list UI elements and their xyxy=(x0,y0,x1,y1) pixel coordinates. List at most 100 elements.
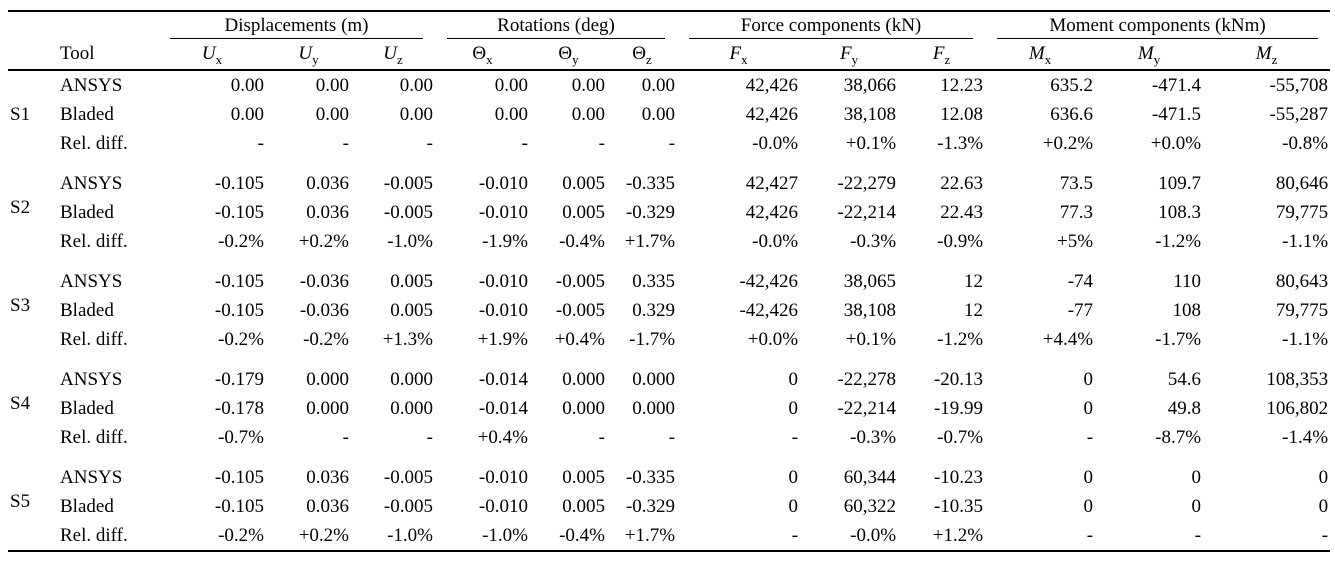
value-cell: +0.2% xyxy=(298,525,349,546)
value-cell: 42,426 xyxy=(745,75,799,96)
value-cell: 42,426 xyxy=(745,104,799,125)
column-symbol: M xyxy=(1255,43,1272,64)
value-cell: -0.105 xyxy=(214,467,264,488)
value-cell: -0.8% xyxy=(1282,133,1329,154)
column-symbol: U xyxy=(383,43,397,64)
tool-cell: Bladed xyxy=(60,202,114,223)
tool-cell: ANSYS xyxy=(60,173,123,194)
value-cell: -0.005 xyxy=(383,467,433,488)
value-cell: 110 xyxy=(1173,271,1202,292)
table-row: S1 ANSYS 0.00 0.00 0.00 0.00 0.00 0.00 42,426 38,… xyxy=(8,70,1330,125)
value-cell: -1.0% xyxy=(387,231,433,252)
value-cell: 0.00 xyxy=(315,75,349,96)
value-cell: +1.7% xyxy=(624,525,676,546)
value-cell: -0.179 xyxy=(214,369,264,390)
value-cell: +5% xyxy=(1056,231,1094,252)
value-cell: 0.000 xyxy=(562,398,605,419)
table-row: Rel. diff. -0.7% - - +0.4% - - - -0.3% -0.7% - -8.7… xyxy=(8,423,1330,452)
section-label: S3 xyxy=(10,294,31,316)
value-cell: -8.7% xyxy=(1155,427,1202,448)
column-subscript: y xyxy=(851,51,859,67)
value-cell: - xyxy=(342,427,349,448)
value-cell: 0.00 xyxy=(230,75,264,96)
column-group-header: Rotations (deg) xyxy=(435,11,677,39)
value-cell: 0.00 xyxy=(494,104,528,125)
value-cell: 0 xyxy=(1191,496,1202,517)
column-subscript: y xyxy=(1153,51,1161,67)
value-cell: -0.010 xyxy=(478,467,528,488)
value-cell: -1.3% xyxy=(937,133,984,154)
value-cell: -19.99 xyxy=(933,398,984,419)
tool-cell: Bladed xyxy=(60,496,114,517)
value-cell: 0.005 xyxy=(562,202,605,223)
value-cell: 0.00 xyxy=(641,75,676,96)
value-cell: 0.00 xyxy=(494,75,528,96)
value-cell: 0.005 xyxy=(562,467,605,488)
value-cell: -0.036 xyxy=(299,300,349,321)
value-cell: -0.3% xyxy=(850,231,897,252)
value-cell: - xyxy=(342,133,349,154)
value-cell: -1.7% xyxy=(1155,329,1202,350)
column-symbol: M xyxy=(1137,43,1154,64)
value-cell: 38,108 xyxy=(843,300,897,321)
value-cell: -0.010 xyxy=(478,300,528,321)
value-cell: -22,214 xyxy=(837,398,897,419)
value-cell: -22,214 xyxy=(837,202,897,223)
value-cell: -0.2% xyxy=(218,231,264,252)
value-cell: -0.105 xyxy=(214,202,264,223)
value-cell: +0.1% xyxy=(845,133,897,154)
value-cell: 42,426 xyxy=(745,202,799,223)
value-cell: -1.0% xyxy=(387,525,433,546)
value-cell: 54.6 xyxy=(1167,369,1202,390)
value-cell: 12.08 xyxy=(940,104,984,125)
value-cell: -0.335 xyxy=(625,467,676,488)
value-cell: -0.2% xyxy=(303,329,349,350)
value-cell: 0.000 xyxy=(390,369,433,390)
section-label: S1 xyxy=(10,104,31,125)
value-cell: 635.2 xyxy=(1050,75,1094,96)
column-group-header: Displacements (m) xyxy=(158,11,435,39)
value-cell: -0.010 xyxy=(478,496,528,517)
value-cell: -0.4% xyxy=(559,231,605,252)
value-cell: 79,775 xyxy=(1275,300,1329,321)
value-cell: 80,646 xyxy=(1275,173,1329,194)
value-cell: 0.329 xyxy=(632,300,676,321)
value-cell: 0.335 xyxy=(632,271,676,292)
section-label: S5 xyxy=(10,490,31,512)
value-cell: 0.005 xyxy=(562,173,605,194)
column-symbol: F xyxy=(839,43,852,64)
value-cell: - xyxy=(598,427,605,448)
value-cell: -74 xyxy=(1067,271,1094,292)
table-row: S3 ANSYS -0.105 -0.036 0.005 -0.010 -0.005 0.33… xyxy=(8,256,1330,316)
value-cell: 12.23 xyxy=(940,75,984,96)
value-cell: 0.00 xyxy=(230,104,264,125)
column-group-title: Force components (kN) xyxy=(689,12,974,39)
value-cell: 636.6 xyxy=(1050,104,1094,125)
column-symbol: U xyxy=(201,43,216,64)
value-cell: 0 xyxy=(1083,496,1094,517)
column-subscript: x xyxy=(486,51,493,67)
column-header: Fz xyxy=(898,39,986,71)
tool-cell: ANSYS xyxy=(60,467,123,488)
results-table: Displacements (m) Rotations (deg) Force co… xyxy=(8,10,1331,552)
section-label: S2 xyxy=(10,196,31,218)
value-cell: -1.4% xyxy=(1282,427,1329,448)
value-cell: -0.329 xyxy=(625,202,676,223)
value-cell: -1.9% xyxy=(482,231,528,252)
column-subscript: z xyxy=(944,51,951,67)
value-cell: -0.014 xyxy=(478,369,528,390)
value-cell: 80,643 xyxy=(1275,271,1329,292)
row-label-header xyxy=(8,39,58,71)
value-cell: 73.5 xyxy=(1059,173,1094,194)
value-cell: -0.0% xyxy=(752,133,799,154)
column-header: Θx xyxy=(435,39,530,71)
column-header: Θy xyxy=(530,39,607,71)
value-cell: 60,322 xyxy=(843,496,897,517)
column-subscript: z xyxy=(1271,51,1278,67)
value-cell: +0.0% xyxy=(1150,133,1202,154)
value-cell: - xyxy=(1086,427,1094,448)
value-cell: 0.000 xyxy=(562,369,605,390)
value-cell: -0.335 xyxy=(625,173,676,194)
value-cell: -0.105 xyxy=(214,496,264,517)
value-cell: 0.000 xyxy=(306,398,349,419)
